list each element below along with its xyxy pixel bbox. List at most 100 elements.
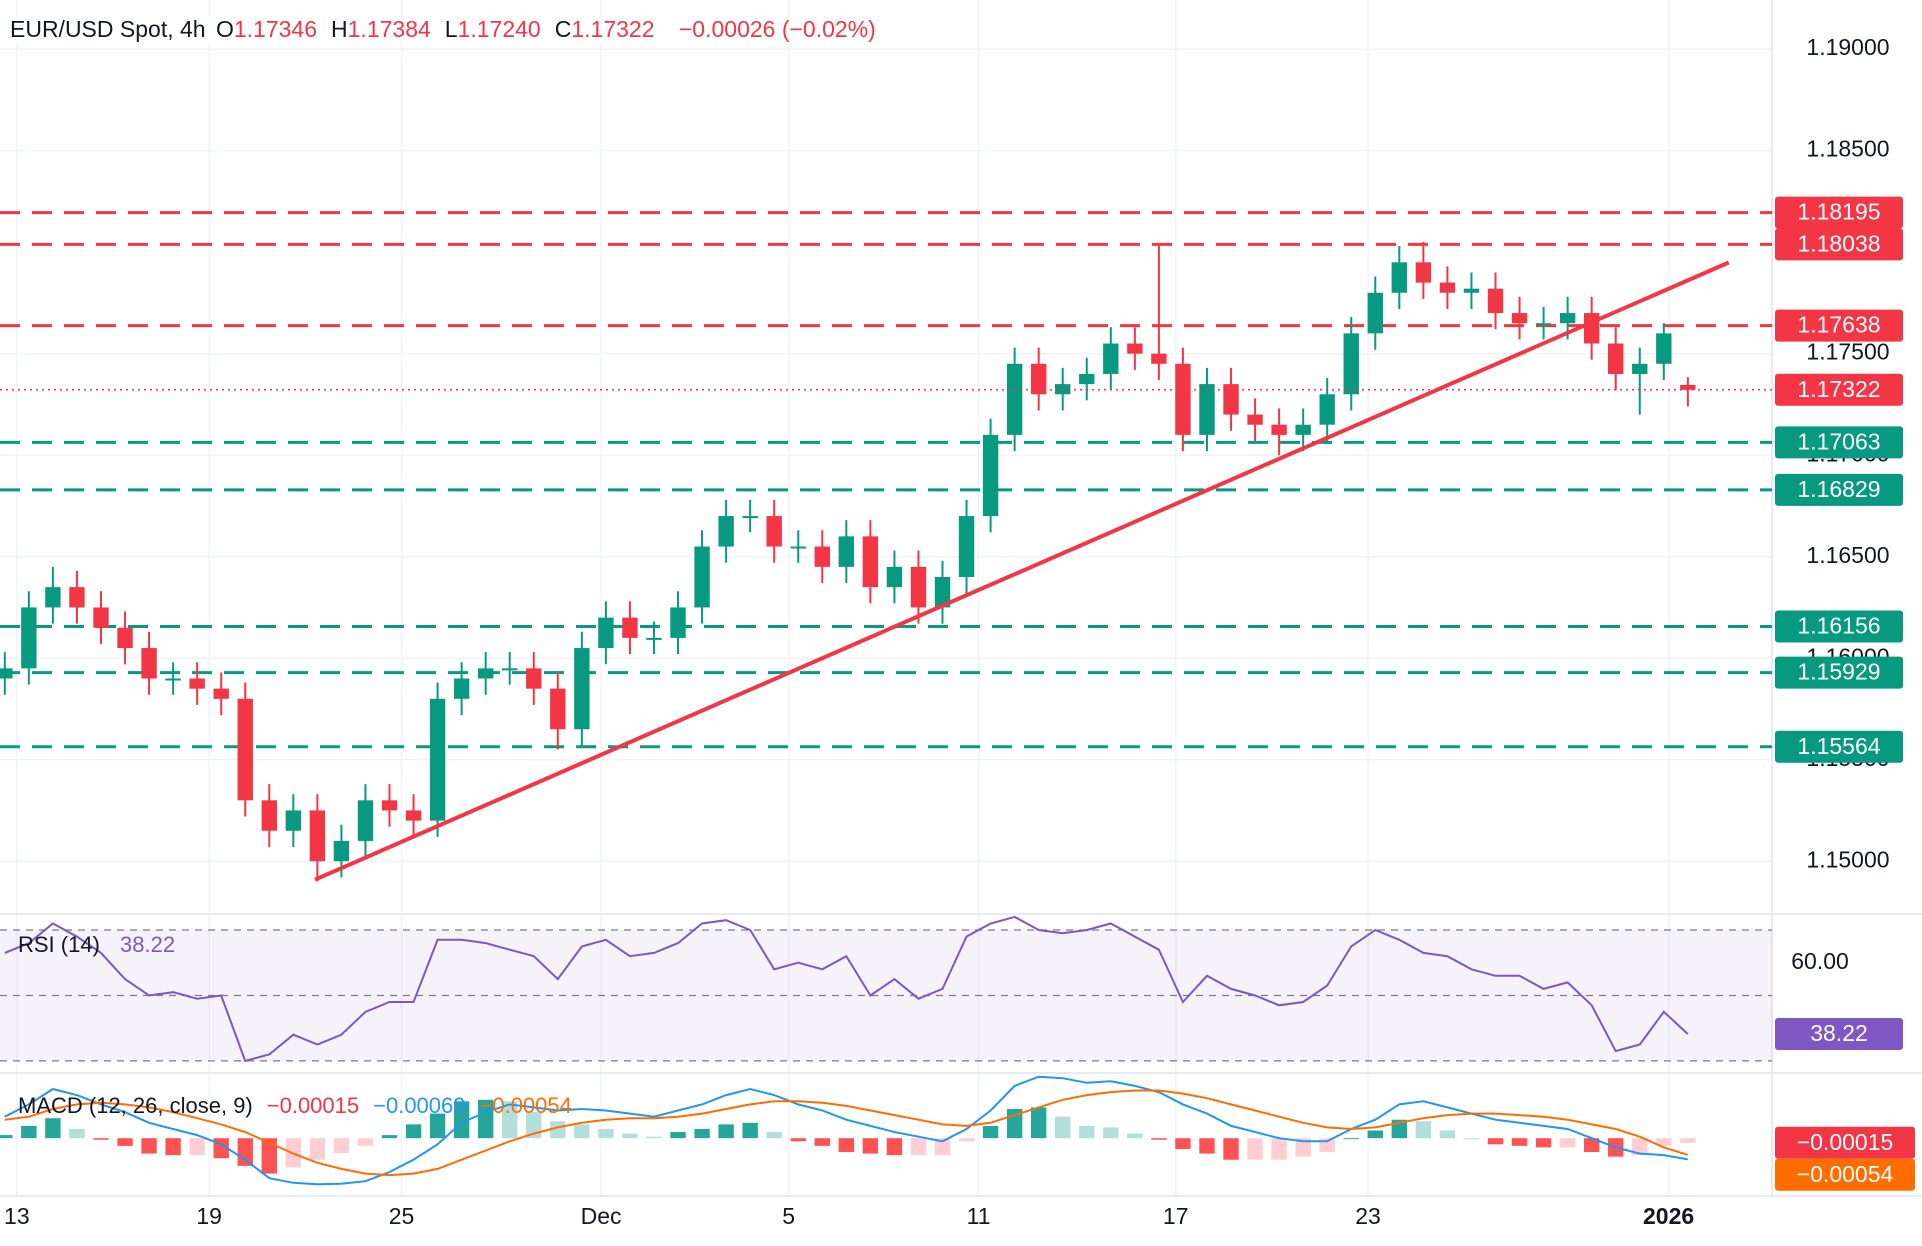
macd-histogram-bar [1535,1138,1552,1148]
candle-body [1487,288,1504,314]
candle-body [670,607,686,638]
macd-histogram-bar [1295,1138,1311,1157]
macd-histogram-bar [958,1138,975,1142]
candle-body [1127,343,1143,354]
candle-body [982,434,999,517]
macd-histogram-bar [574,1124,590,1139]
signal-box-label: −0.00054 [1797,1161,1894,1187]
ohlc: O1.17346 H1.17384 L1.17240 C1.17322 [216,16,669,42]
macd-legend-value: −0.00069 [373,1093,465,1118]
macd-histogram-bar [1439,1130,1456,1139]
level-box [1775,730,1903,763]
macd-histogram-bar [766,1132,782,1139]
candle-body [958,516,975,577]
level-box [1775,610,1903,643]
change: −0.00026 (−0.02%) [678,16,876,42]
candle-body [1006,363,1023,435]
candle-body [1079,373,1095,385]
level-label: 1.18038 [1797,231,1880,257]
macd-histogram-bar [1680,1138,1696,1143]
candle-body [862,536,879,588]
macd-histogram-bar [622,1133,638,1139]
candle-body [21,607,37,669]
level-box [1775,309,1903,342]
candle-body [1439,282,1456,293]
candle-body [333,840,350,862]
macd-histogram-bar [453,1101,470,1139]
candle-body [357,800,374,841]
macd-histogram-bar [429,1113,446,1139]
macd-histogram-bar [1487,1138,1504,1145]
candle-body [1559,313,1576,324]
candle-body [1608,343,1624,374]
candle-body [1175,363,1191,435]
candle-body [477,668,494,679]
candle-body [1367,292,1383,334]
macd-histogram-bar [1415,1121,1432,1139]
rsi-title: RSI (14) [18,932,100,957]
candle-body [285,810,302,831]
macd-histogram-bar [405,1124,422,1139]
macd-histogram-bar [646,1136,662,1139]
candle-body [93,607,109,628]
candle-body [502,668,518,671]
macd-histogram-bar [598,1128,614,1139]
macd-histogram-bar [357,1138,374,1146]
x-tick-label: 17 [1163,1203,1189,1229]
x-tick-label: 2026 [1643,1203,1694,1229]
candle-body [1343,333,1359,395]
candle-body [117,627,133,649]
candle-body [1583,313,1600,344]
macd-histogram-bar [333,1138,350,1153]
candle-body [1247,414,1263,425]
level-label: 1.15929 [1797,659,1880,685]
candle-body [1319,394,1335,425]
signal-box [1775,1158,1915,1191]
macd-histogram-bar [1463,1138,1480,1140]
macd-histogram-bar [934,1138,951,1156]
candle-body [1391,262,1408,293]
macd-histogram-bar [0,1135,13,1139]
candle-body [1632,363,1648,374]
macd-histogram-bar [69,1128,85,1139]
ohlc-value: 1.17384 [347,16,431,42]
candle-body [381,800,398,811]
macd-histogram-bar [477,1099,494,1139]
macd-histogram-bar [189,1138,205,1156]
rsi-value: 38.22 [120,932,175,957]
macd-histogram-bar [910,1138,927,1156]
level-label: 1.17638 [1797,312,1880,338]
macd-histogram-bar [1055,1116,1071,1139]
candle-body [1535,323,1552,326]
macd-histogram-bar [1656,1138,1672,1146]
macd-histogram-bar [1223,1138,1239,1160]
x-tick-label: Dec [581,1203,622,1229]
candle-body [886,566,903,588]
last-price-label: 1.17322 [1797,376,1880,402]
x-tick-label: 11 [967,1203,991,1229]
macd-histogram-bar [1343,1138,1359,1140]
candle-body [1030,363,1047,395]
candle-body [45,587,61,608]
candle-body [790,546,806,549]
candle-body [189,678,205,689]
candle-body [261,800,277,831]
header: EUR/USD Spot, 4h O1.17346 H1.17384 L1.1724… [10,16,880,43]
macd-histogram-bar [93,1138,109,1140]
candle-body [213,688,229,699]
macd-histogram-bar [1103,1127,1119,1139]
symbol-title: EUR/USD Spot, 4h [10,16,206,42]
macd-histogram-bar [1632,1138,1648,1156]
macd-histogram-bar [1583,1138,1600,1153]
candle-body [429,698,446,821]
candle-body [1415,262,1432,283]
y-tick-label: 1.19000 [1806,34,1889,60]
candle-body [934,576,951,608]
candle-body [237,698,253,801]
candle-body [453,678,470,699]
macd-histogram-bar [1367,1130,1383,1139]
level-box [1775,473,1903,506]
candle-body [1511,313,1528,324]
level-label: 1.18195 [1797,199,1880,225]
